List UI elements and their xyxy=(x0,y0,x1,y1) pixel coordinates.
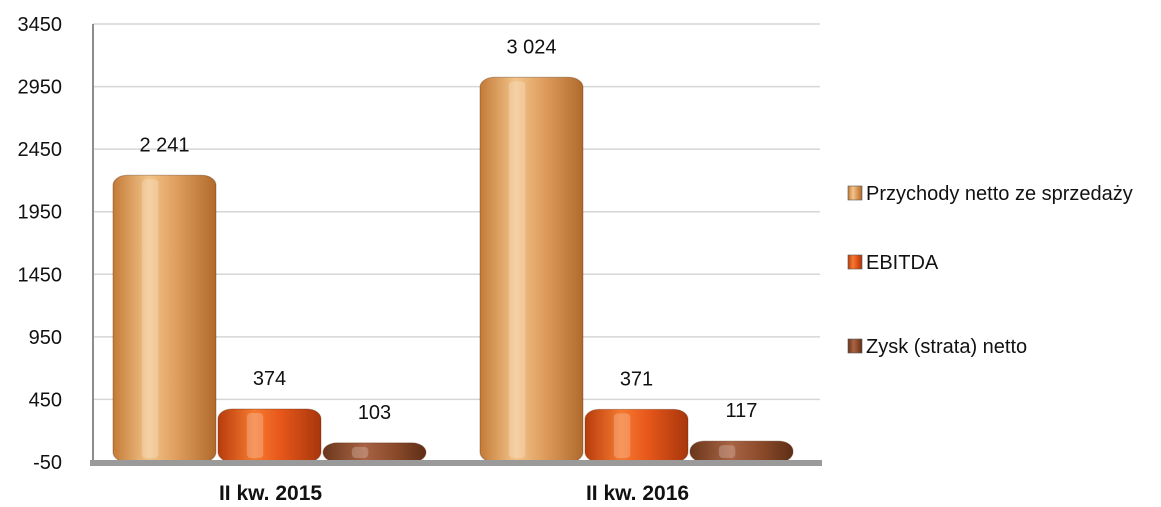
y-axis: 3450 2950 2450 1950 1450 950 450 -50 xyxy=(18,14,94,474)
bar-highlight xyxy=(246,412,264,458)
x-axis: II kw. 2015 II kw. 2016 xyxy=(90,460,822,505)
y-tick-label: 1450 xyxy=(18,264,63,286)
data-label: 117 xyxy=(726,400,758,422)
bar-highlight xyxy=(508,81,526,459)
bar xyxy=(112,174,217,463)
y-tick-label: 950 xyxy=(29,327,62,349)
bar-highlight xyxy=(351,446,369,458)
y-tick-label: -50 xyxy=(33,452,62,474)
bar-highlight xyxy=(141,179,159,458)
bar xyxy=(479,76,584,463)
bar xyxy=(584,408,689,463)
legend: Przychody netto ze sprzedaży EBITDA Zysk (… xyxy=(847,183,1133,358)
legend-swatch xyxy=(847,254,863,270)
legend-swatch xyxy=(847,185,863,201)
data-label: 2 241 xyxy=(139,134,189,156)
x-tick-label: II kw. 2016 xyxy=(586,482,689,505)
bars: 2 241 374 103 3 024 371 117 xyxy=(112,36,794,463)
bar xyxy=(689,440,794,463)
x-tick-label: II kw. 2015 xyxy=(219,482,322,505)
legend-label: Zysk (strata) netto xyxy=(866,336,1027,358)
data-label: 374 xyxy=(253,368,286,390)
bar xyxy=(217,408,322,463)
legend-swatch xyxy=(847,338,863,354)
bar xyxy=(322,442,427,463)
y-tick-label: 450 xyxy=(29,389,62,411)
y-tick-label: 2450 xyxy=(18,139,63,161)
legend-label: EBITDA xyxy=(866,252,939,274)
data-label: 3 024 xyxy=(506,36,556,58)
bar-highlight xyxy=(613,413,631,458)
data-label: 103 xyxy=(358,402,391,424)
data-label: 371 xyxy=(620,368,653,390)
y-tick-label: 1950 xyxy=(18,202,63,224)
y-tick-label: 3450 xyxy=(18,14,63,36)
y-tick-label: 2950 xyxy=(18,77,63,99)
bar-highlight xyxy=(718,445,736,458)
x-axis-line xyxy=(90,460,822,466)
legend-label: Przychody netto ze sprzedaży xyxy=(866,183,1133,205)
